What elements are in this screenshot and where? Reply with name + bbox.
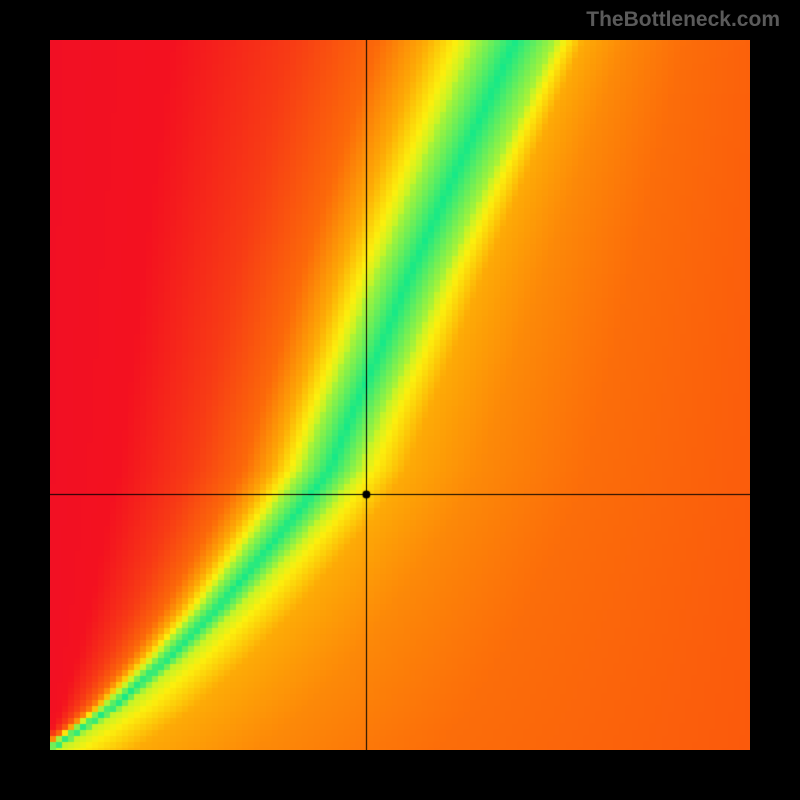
chart-container: TheBottleneck.com — [0, 0, 800, 800]
watermark-text: TheBottleneck.com — [586, 8, 780, 32]
bottleneck-heatmap — [50, 40, 750, 750]
